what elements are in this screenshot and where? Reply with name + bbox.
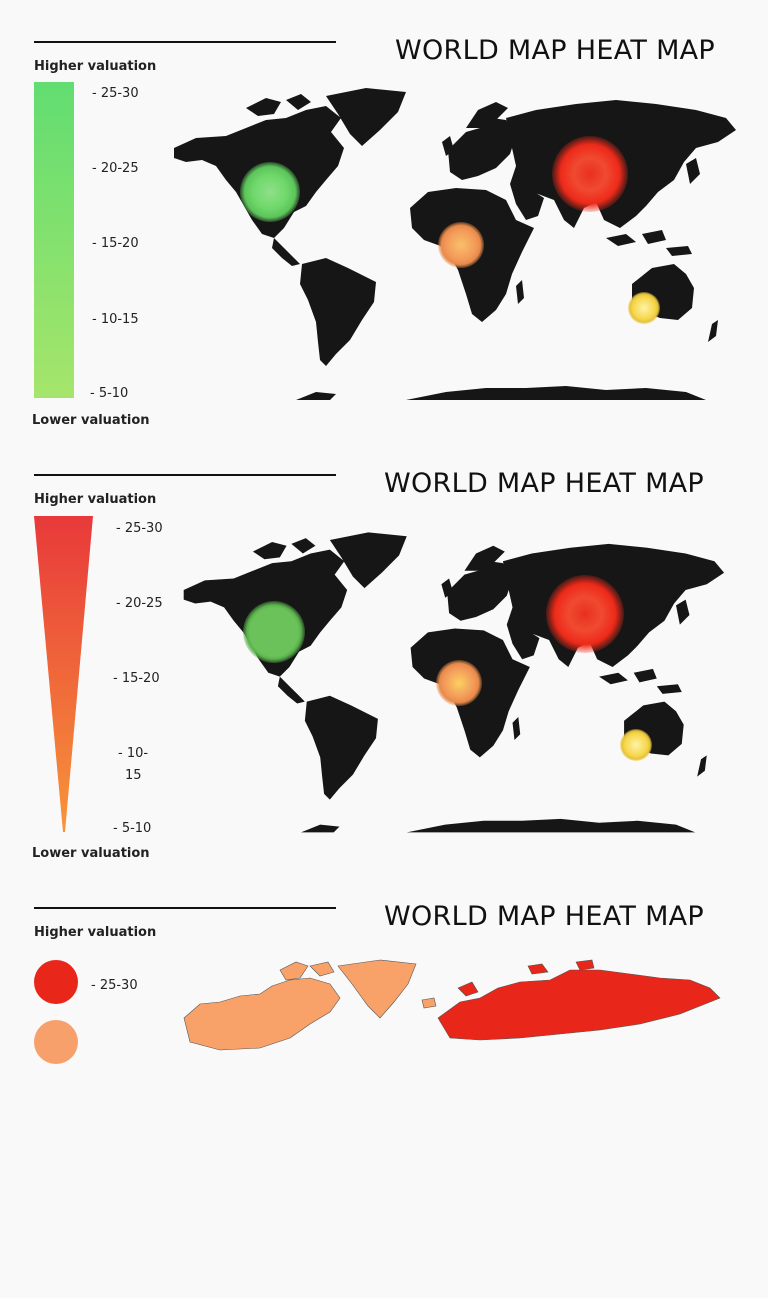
panel-title: WORLD MAP HEAT MAP — [384, 468, 705, 499]
hotspot-north-america — [240, 162, 300, 222]
heatmap-panel-1: WORLD MAP HEAT MAP Higher valuation - 25… — [0, 0, 768, 432]
world-map-choropleth — [183, 959, 721, 1051]
legend-tick: - 25-30 — [116, 521, 163, 536]
legend-tick: - 10- — [118, 746, 149, 761]
hotspot-north-africa — [438, 222, 484, 268]
legend-tick: - 25-30 — [91, 978, 138, 993]
divider-rule — [34, 41, 336, 43]
legend-tick: - 15-20 — [92, 236, 139, 251]
legend-lower-label: Lower valuation — [32, 413, 150, 428]
divider-rule — [34, 907, 336, 909]
divider-rule — [34, 474, 336, 476]
panel-title: WORLD MAP HEAT MAP — [395, 35, 716, 66]
legend-tick: - 20-25 — [92, 161, 139, 176]
legend-tick: - 10-15 — [92, 312, 139, 327]
legend-higher-label: Higher valuation — [34, 59, 157, 74]
panel-title: WORLD MAP HEAT MAP — [384, 901, 705, 932]
legend-tick: 15 — [125, 768, 142, 783]
legend-tick: - 15-20 — [113, 671, 160, 686]
legend-tick: - 20-25 — [116, 596, 163, 611]
legend-lower-label: Lower valuation — [32, 846, 150, 861]
hotspot-australia — [628, 292, 660, 324]
heatmap-panel-2: WORLD MAP HEAT MAP Higher valuation - 25… — [0, 433, 768, 865]
hotspot-north-africa — [436, 660, 482, 706]
legend-gradient-bar — [34, 82, 74, 398]
hotspot-north-america — [243, 601, 305, 663]
legend-circle-20-25 — [34, 1020, 78, 1064]
legend-tick: - 5-10 — [113, 821, 152, 836]
hotspot-australia — [620, 729, 652, 761]
legend-higher-label: Higher valuation — [34, 492, 157, 507]
legend-wedge — [34, 516, 93, 832]
hotspot-russia — [552, 136, 628, 212]
hotspot-russia — [546, 575, 624, 653]
legend-tick: - 25-30 — [92, 86, 139, 101]
legend-higher-label: Higher valuation — [34, 925, 157, 940]
heatmap-panel-3: WORLD MAP HEAT MAP Higher valuation - 25… — [0, 866, 768, 1298]
legend-circle-25-30 — [34, 960, 78, 1004]
legend-tick: - 5-10 — [90, 386, 129, 401]
